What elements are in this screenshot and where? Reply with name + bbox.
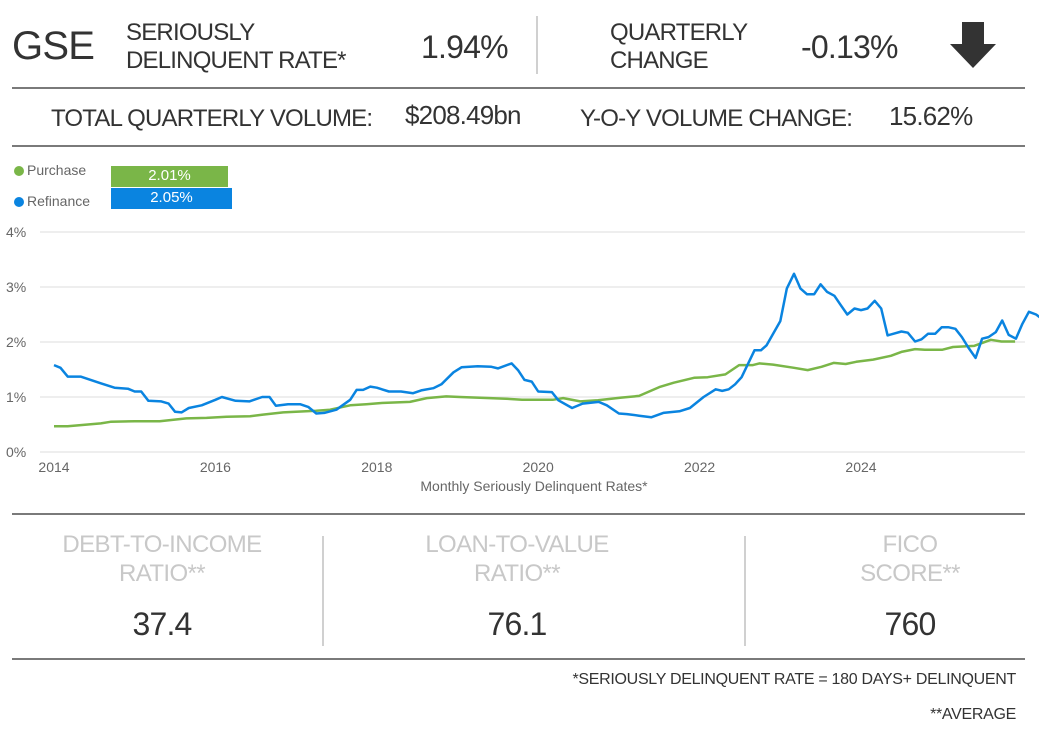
fico-stat: FICO SCORE** 760	[760, 530, 1039, 643]
y-tick-label: 1%	[6, 389, 26, 405]
refinance-legend-dot	[14, 197, 24, 207]
dti-value: 37.4	[132, 606, 192, 642]
y-tick-label: 4%	[6, 224, 26, 240]
purchase-series-line	[54, 338, 1016, 428]
qc-label-line2: CHANGE	[610, 47, 709, 74]
y-tick-label: 0%	[6, 444, 26, 460]
purchase-latest-badge: 2.01%	[111, 166, 228, 187]
y-tick-label: 2%	[6, 334, 26, 350]
refinance-latest-badge: 2.05%	[111, 188, 232, 209]
stat-divider-2	[744, 536, 746, 646]
sdr-label: SERIOUSLY DELINQUENT RATE*	[126, 19, 347, 75]
sdr-value: 1.94%	[421, 29, 509, 65]
qc-label-line1: QUARTERLY	[610, 19, 748, 46]
x-tick-label: 2020	[523, 459, 554, 475]
fico-value: 760	[884, 606, 937, 642]
x-tick-label: 2018	[361, 459, 392, 475]
refinance-legend-label[interactable]: Refinance	[27, 193, 91, 209]
delinquency-line-chart: 0% 1% 2% 3% 4% 2014 2016 2018 2020 2022 2024 Mont…	[6, 224, 1039, 494]
sdr-label-line2: DELINQUENT RATE*	[126, 47, 347, 74]
x-axis-title: Monthly Seriously Delinquent Rates*	[420, 478, 648, 494]
yoy-volume-label: Y-O-Y VOLUME CHANGE:	[580, 105, 853, 132]
purchase-legend-label[interactable]: Purchase	[27, 162, 87, 178]
ltv-label-line1: LOAN-TO-VALUE	[425, 531, 609, 558]
quarterly-change-value: -0.13%	[801, 29, 898, 65]
ltv-label-line2: RATIO**	[473, 560, 561, 587]
quarterly-change-label: QUARTERLY CHANGE	[610, 19, 748, 75]
total-volume-label: TOTAL QUARTERLY VOLUME:	[51, 105, 373, 132]
x-tick-label: 2014	[38, 459, 69, 475]
ltv-value: 76.1	[487, 606, 547, 642]
arrow-down-icon	[950, 22, 996, 68]
divider-bottom	[12, 658, 1025, 660]
footnote-sdr: *SERIOUSLY DELINQUENT RATE = 180 DAYS+ D…	[572, 671, 1016, 688]
x-tick-label: 2024	[845, 459, 876, 475]
divider-top	[12, 87, 1025, 89]
y-tick-label: 3%	[6, 279, 26, 295]
stat-divider-1	[322, 536, 324, 646]
dti-label-line1: DEBT-TO-INCOME	[62, 531, 262, 558]
purchase-legend-dot	[14, 166, 24, 176]
fico-label-line1: FICO	[882, 531, 939, 558]
dti-label-line2: RATIO**	[118, 560, 206, 587]
fico-label-line2: SCORE**	[860, 560, 960, 587]
dti-stat: DEBT-TO-INCOME RATIO** 37.4	[12, 530, 312, 643]
ltv-stat: LOAN-TO-VALUE RATIO** 76.1	[367, 530, 667, 643]
x-tick-label: 2016	[200, 459, 231, 475]
footnote-average: **AVERAGE	[930, 706, 1016, 723]
refinance-series-line	[53, 272, 1039, 419]
sdr-label-line1: SERIOUSLY	[126, 19, 255, 46]
divider-volume	[12, 145, 1025, 147]
header-divider	[536, 16, 538, 74]
divider-chart	[12, 513, 1025, 515]
x-tick-label: 2022	[684, 459, 715, 475]
entity-title: GSE	[12, 24, 95, 68]
total-volume-value: $208.49bn	[405, 100, 522, 130]
yoy-volume-value: 15.62%	[889, 101, 973, 131]
